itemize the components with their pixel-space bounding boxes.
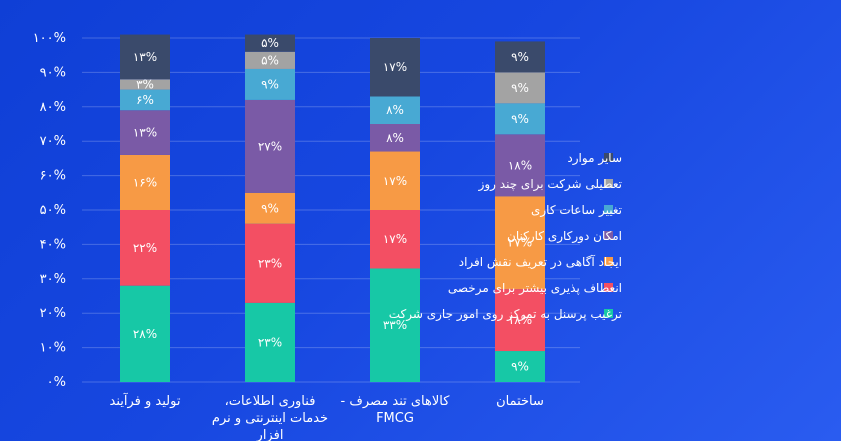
bar-segment (370, 210, 420, 269)
bar-value-label: ۱۸% (508, 158, 532, 172)
bar-segment (245, 192, 295, 224)
y-tick-label: ۶۰% (40, 169, 66, 184)
y-tick-label: ۲۰% (40, 306, 66, 321)
bar-value-label: ۶% (136, 93, 154, 107)
legend-swatch (604, 153, 613, 162)
bar-value-label: ۸% (386, 103, 404, 117)
bar-segment (370, 96, 420, 124)
data-labels: ۲۸% ۲۲% ۱۶% ۱۳% ۶% ۳% ۱۳% ۲۳% ۲۳% ۹% ۲۷% ۹% ۵% ۵% ۳۳% ۱… (133, 36, 532, 373)
bar-value-label: ۲۳% (258, 335, 282, 349)
legend-swatch (604, 283, 613, 292)
bar-value-label: ۸% (386, 131, 404, 145)
bar-segment (370, 124, 420, 152)
legend-label: تعطیلی شرکت برای چند روز (478, 177, 622, 192)
y-tick-label: ۰% (47, 375, 66, 390)
bar-segment (120, 34, 170, 80)
bar-segment (495, 103, 545, 135)
legend: سایر موارد تعطیلی شرکت برای چند روز تغییر … (389, 151, 622, 322)
bar-value-label: ۲۸% (133, 327, 157, 341)
bar-segment (245, 99, 295, 193)
y-tick-label: ۸۰% (40, 100, 66, 115)
y-tick-label: ۴۰% (40, 237, 66, 252)
bar-segment (120, 154, 170, 210)
bar-value-label: ۱۸% (508, 313, 532, 327)
bar-segment (495, 351, 545, 382)
x-axis-category-labels: تولید و فرآیند فناوری اطلاعات، خدمات اینتر… (110, 392, 544, 441)
y-tick-label: ۷۰% (40, 134, 66, 149)
bar-segment (245, 51, 295, 69)
bar-segment (370, 151, 420, 210)
bar-segment (495, 72, 545, 104)
bar-value-label: ۱۶% (133, 175, 157, 189)
y-tick-label: ۱۰۰% (33, 31, 66, 46)
legend-label: ترغیب پرسنل به تمرکز روی امور جاری شرکت (389, 307, 622, 322)
bar-segment (245, 223, 295, 303)
y-axis-tick-labels: ۰% ۱۰% ۲۰% ۳۰% ۴۰% ۵۰% ۶۰% ۷۰% ۸۰% ۹۰% ۱۰۰% (33, 31, 66, 390)
bar-segments (120, 34, 545, 382)
bar-value-label: ۹% (261, 201, 279, 215)
x-category-label: تولید و فرآیند (110, 392, 181, 409)
bar-value-label: ۱۷% (383, 60, 407, 74)
bar-segment (495, 196, 545, 290)
legend-label: امکان دورکاری کارکنان (507, 229, 622, 244)
y-tick-label: ۹۰% (40, 65, 66, 80)
legend-label: تغییر ساعات کاری (531, 203, 622, 218)
bar-segment (495, 41, 545, 73)
legend-swatch (604, 179, 613, 188)
bar-value-label: ۹% (511, 50, 529, 64)
legend-label: سایر موارد (567, 151, 622, 166)
y-tick-label: ۱۰% (40, 341, 66, 356)
bar-value-label: ۲۷% (258, 139, 282, 153)
bar-segment (495, 134, 545, 197)
x-category-label: خدمات اینترنتی و نرم (212, 411, 328, 426)
x-category-label: افزار (256, 428, 284, 441)
bar-segment (245, 302, 295, 382)
bar-segment (120, 79, 170, 90)
bar-value-label: ۹% (511, 360, 529, 374)
legend-swatch (604, 257, 613, 266)
bar-segment (495, 289, 545, 352)
bar-segment (370, 268, 420, 382)
legend-label: ایجاد آگاهی در تعریف نقش افراد (459, 254, 622, 270)
bar-value-label: ۱۷% (383, 232, 407, 246)
bar-segment (120, 89, 170, 111)
x-category-label: فناوری اطلاعات، (225, 394, 316, 409)
legend-label: انعطاف پذیری بیشتر برای مرخصی (448, 281, 622, 296)
x-category-label: FMCG (376, 411, 414, 426)
bar-value-label: ۳۳% (383, 318, 407, 332)
bar-value-label: ۲۲% (133, 241, 157, 255)
legend-swatch (604, 231, 613, 240)
bar-value-label: ۱۳% (133, 50, 157, 64)
bar-value-label: ۹% (511, 81, 529, 95)
legend-swatch (604, 205, 613, 214)
bar-segment (370, 38, 420, 97)
bar-segment (245, 68, 295, 100)
bar-segment (120, 210, 170, 286)
bar-value-label: ۲۷% (508, 236, 532, 250)
x-category-label: ساختمان (496, 394, 544, 409)
legend-swatch (604, 309, 613, 318)
bar-segment (245, 34, 295, 52)
bar-segment (120, 285, 170, 382)
bar-value-label: ۵% (261, 53, 279, 67)
x-category-label: کالاهای تند مصرف - (341, 394, 451, 409)
y-tick-label: ۵۰% (40, 203, 66, 218)
bar-value-label: ۵% (261, 36, 279, 50)
bar-value-label: ۱۷% (383, 174, 407, 188)
bar-value-label: ۹% (261, 77, 279, 91)
bar-value-label: ۹% (511, 112, 529, 126)
bar-value-label: ۲۳% (258, 256, 282, 270)
bar-value-label: ۳% (136, 77, 154, 91)
y-tick-label: ۳۰% (40, 272, 66, 287)
bar-segment (120, 110, 170, 155)
bar-value-label: ۱۳% (133, 126, 157, 140)
